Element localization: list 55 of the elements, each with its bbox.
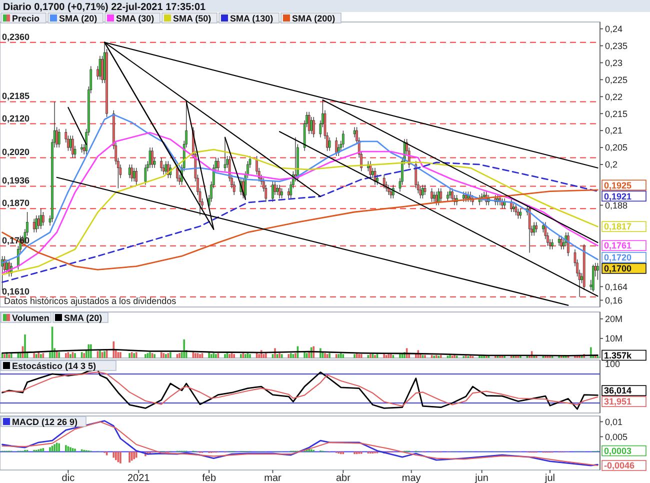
legend-label: SMA (20): [64, 312, 102, 323]
y-tick-label: 0,188: [605, 200, 628, 210]
annotation: 0,1761: [604, 240, 632, 251]
ref-line-label: 0,1870: [2, 198, 30, 208]
chart-title: Diario 0,1700 (+0,71%) 22-jul-2021 17:35:01: [3, 2, 206, 13]
y-tick-label: 20M: [605, 314, 623, 324]
x-tick-label: jun: [474, 473, 488, 483]
y-tick-label: 10M: [605, 334, 623, 344]
annotation: 31,951: [604, 396, 632, 407]
annotation: -0,0046: [604, 460, 635, 471]
x-tick-label: dic: [62, 473, 75, 483]
x-tick-label: feb: [202, 473, 216, 483]
legend-label: SMA (130): [230, 13, 274, 24]
x-tick-label: may: [402, 473, 421, 483]
ref-line-label: 0,1936: [2, 176, 30, 186]
y-tick-label: 0,22: [605, 92, 623, 102]
annotation: 0,1817: [604, 222, 632, 232]
annotation: 36,014: [604, 386, 632, 396]
legend-label: SMA (50): [173, 13, 212, 24]
text: 100: [605, 359, 620, 370]
annotation: 0,1700: [604, 264, 632, 274]
y-tick-label: 0,164: [605, 282, 628, 292]
legend-label: Precio: [12, 13, 40, 24]
y-tick-label: 0,005: [605, 432, 628, 442]
legend-label: SMA (30): [116, 13, 154, 24]
legend-label: Estocástico (14 3 5): [12, 360, 96, 371]
y-tick-label: 0,235: [605, 40, 628, 51]
annotation: 0,1720: [604, 252, 632, 263]
ref-line-label: 0,2020: [2, 147, 30, 158]
ref-line-label: 0,2360: [2, 32, 30, 42]
legend-label: SMA (200): [292, 13, 336, 24]
ref-line-label: 0,1610: [2, 286, 30, 296]
ref-line-label: 0,2120: [2, 113, 30, 124]
annotation: Datos históricos ajustados a los dividendos: [4, 296, 177, 306]
y-tick-label: 0,205: [605, 142, 628, 153]
ref-line-label: 0,2185: [2, 91, 30, 102]
y-tick-label: 0,225: [605, 74, 628, 85]
legend-label: Volumen: [12, 312, 50, 323]
y-tick-label: 0,16: [605, 295, 623, 306]
x-tick-label: 2021: [128, 473, 150, 483]
annotation: 1.357k: [604, 350, 633, 360]
y-tick-label: 0,215: [605, 108, 628, 119]
legend-label: MACD (12 26 9): [12, 416, 78, 427]
x-tick-label: jul: [544, 473, 556, 483]
y-tick-label: 0,21: [605, 126, 623, 136]
annotation: 0,1925: [604, 180, 632, 190]
legend-label: SMA (20): [59, 13, 98, 24]
y-tick-label: 0,2: [605, 160, 618, 170]
x-tick-label: abr: [336, 473, 352, 483]
annotation: 0,0003: [604, 446, 632, 456]
y-tick-label: 0,01: [605, 416, 623, 427]
annotation: 0,1921: [604, 191, 632, 202]
y-tick-label: 0,24: [605, 24, 623, 34]
x-tick-label: mar: [264, 473, 282, 483]
y-tick-label: 0,23: [605, 58, 623, 68]
